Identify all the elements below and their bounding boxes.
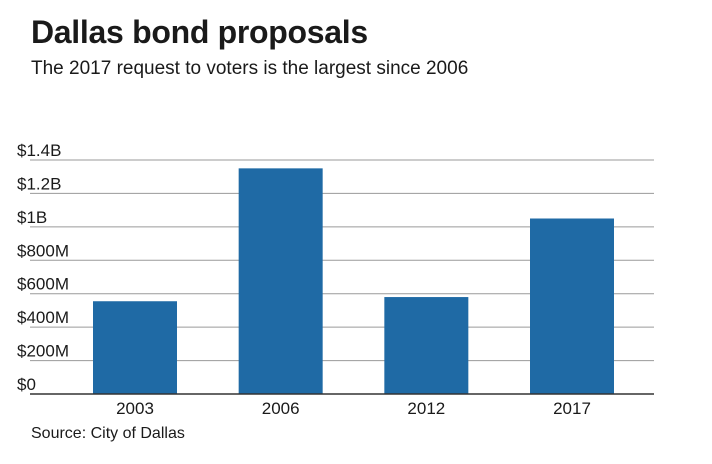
bar-2017 [530, 218, 614, 394]
x-axis-labels: 2003 2006 2012 2017 [116, 399, 591, 418]
x-tick-label: 2017 [553, 399, 591, 418]
y-tick-label: $800M [17, 241, 69, 260]
bar-2012 [384, 297, 469, 394]
x-tick-label: 2006 [262, 399, 300, 418]
y-tick-label: $200M [17, 342, 69, 361]
y-axis-ticks: $0 $200M $400M $600M $800M $1B $1.2B $1.4B [17, 141, 69, 394]
bar-2003 [93, 301, 177, 394]
source-note: Source: City of Dallas [31, 425, 185, 442]
y-tick-label: $1.4B [17, 141, 61, 160]
x-tick-label: 2003 [116, 399, 154, 418]
y-tick-label: $600M [17, 275, 69, 294]
y-tick-label: $1B [17, 208, 47, 227]
y-tick-label: $0 [17, 375, 36, 394]
x-tick-label: 2012 [407, 399, 445, 418]
bar-2006 [238, 168, 323, 394]
chart-subtitle: The 2017 request to voters is the larges… [31, 58, 469, 79]
chart-title: Dallas bond proposals [31, 14, 368, 50]
y-tick-label: $1.2B [17, 174, 61, 193]
bars [93, 168, 614, 394]
y-tick-label: $400M [17, 308, 69, 327]
